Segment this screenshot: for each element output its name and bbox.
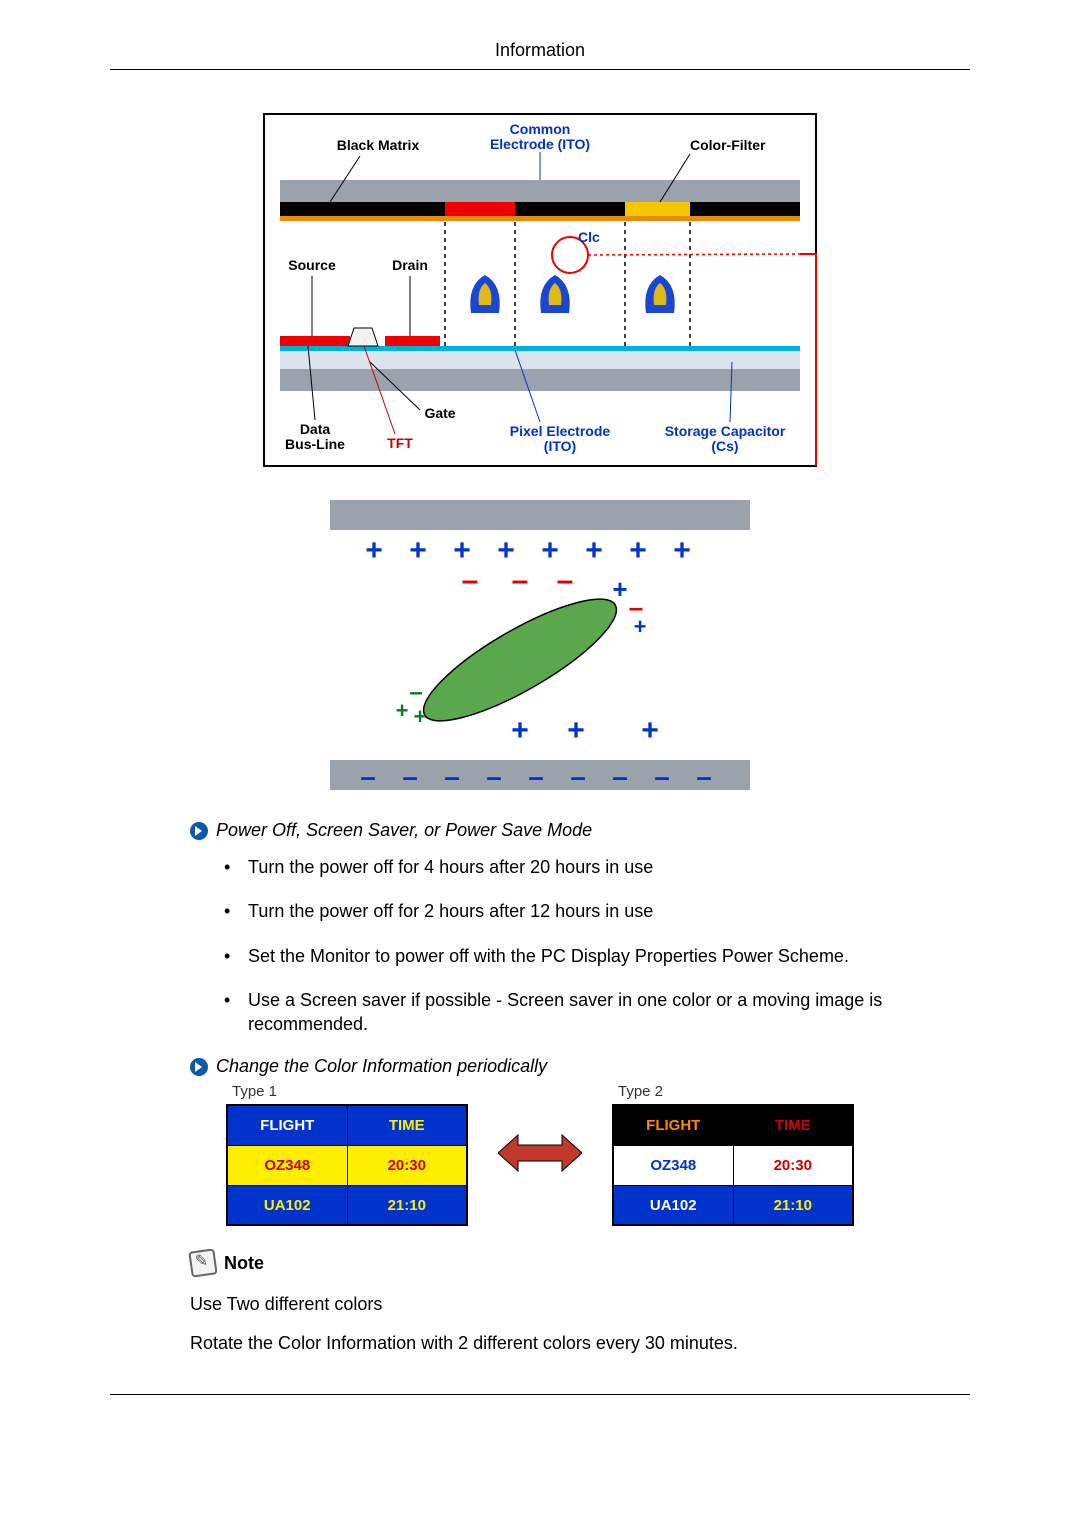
arrow-right-icon <box>190 822 208 840</box>
svg-text:+: + <box>497 534 515 567</box>
type1-label: Type 1 <box>232 1083 468 1100</box>
list-item: Use a Screen saver if possible - Screen … <box>220 988 970 1037</box>
svg-text:+: + <box>396 698 409 723</box>
arrow-right-icon <box>190 1058 208 1076</box>
table-cell: FLIGHT <box>227 1105 347 1145</box>
list-item: Set the Monitor to power off with the PC… <box>220 944 970 968</box>
note-icon <box>188 1249 217 1278</box>
page-header: Information <box>110 40 970 70</box>
svg-text:(Cs): (Cs) <box>711 438 738 454</box>
svg-text:Black Matrix: Black Matrix <box>337 137 420 153</box>
section-power-heading: Power Off, Screen Saver, or Power Save M… <box>190 820 970 841</box>
svg-text:Pixel Electrode: Pixel Electrode <box>510 423 611 439</box>
svg-text:(ITO): (ITO) <box>544 438 576 454</box>
section-color-heading: Change the Color Information periodicall… <box>190 1056 970 1077</box>
svg-text:–: – <box>360 761 376 792</box>
svg-text:+: + <box>612 574 627 604</box>
table-cell: 20:30 <box>733 1145 853 1185</box>
svg-text:–: – <box>486 761 502 792</box>
svg-text:+: + <box>673 534 691 567</box>
svg-text:Gate: Gate <box>424 405 455 421</box>
section-power-title: Power Off, Screen Saver, or Power Save M… <box>216 820 592 841</box>
type1-table: FLIGHTTIMEOZ34820:30UA10221:10 <box>226 1104 468 1226</box>
svg-text:Drain: Drain <box>392 257 428 273</box>
svg-text:Storage Capacitor: Storage Capacitor <box>665 423 786 439</box>
svg-text:Color-Filter: Color-Filter <box>690 137 766 153</box>
svg-text:+: + <box>409 534 427 567</box>
list-item: Turn the power off for 4 hours after 20 … <box>220 855 970 879</box>
svg-text:+: + <box>567 714 585 747</box>
table-cell: TIME <box>733 1105 853 1145</box>
svg-text:–: – <box>696 761 712 792</box>
svg-text:+: + <box>641 714 659 747</box>
svg-text:–: – <box>402 761 418 792</box>
section-color-title: Change the Color Information periodicall… <box>216 1056 547 1077</box>
table-cell: 21:10 <box>733 1185 853 1225</box>
svg-text:–: – <box>512 564 529 597</box>
svg-text:–: – <box>654 761 670 792</box>
svg-text:+: + <box>634 614 647 639</box>
svg-text:–: – <box>409 679 422 706</box>
svg-text:–: – <box>444 761 460 792</box>
type2-table: FLIGHTTIMEOZ34820:30UA10221:10 <box>612 1104 854 1226</box>
note-heading: Note <box>190 1250 970 1276</box>
swap-arrow-icon <box>498 1129 582 1177</box>
table-cell: OZ348 <box>613 1145 733 1185</box>
color-swap-tables: Type 1 FLIGHTTIMEOZ34820:30UA10221:10 Ty… <box>110 1083 970 1226</box>
power-bullet-list: Turn the power off for 4 hours after 20 … <box>220 855 970 1036</box>
list-item: Turn the power off for 2 hours after 12 … <box>220 899 970 923</box>
svg-text:+: + <box>511 714 529 747</box>
table-cell: UA102 <box>227 1185 347 1225</box>
svg-text:Common: Common <box>510 121 571 137</box>
svg-text:+: + <box>453 534 471 567</box>
table-cell: FLIGHT <box>613 1105 733 1145</box>
svg-text:–: – <box>557 564 574 597</box>
svg-text:+: + <box>365 534 383 567</box>
svg-text:Electrode (ITO): Electrode (ITO) <box>490 136 590 152</box>
note-line-2: Rotate the Color Information with 2 diff… <box>190 1333 970 1354</box>
table-cell: UA102 <box>613 1185 733 1225</box>
svg-text:Source: Source <box>288 257 336 273</box>
note-label: Note <box>224 1253 264 1274</box>
table-cell: OZ348 <box>227 1145 347 1185</box>
svg-text:–: – <box>612 761 628 792</box>
svg-text:+: + <box>414 704 427 729</box>
type2-label: Type 2 <box>618 1083 854 1100</box>
svg-text:–: – <box>570 761 586 792</box>
svg-text:TFT: TFT <box>387 435 413 451</box>
svg-text:Bus-Line: Bus-Line <box>285 436 345 452</box>
svg-text:+: + <box>541 534 559 567</box>
svg-text:+: + <box>585 534 603 567</box>
tft-cross-section-diagram: CommonElectrode (ITO) Black Matrix Color-F… <box>260 110 820 470</box>
svg-text:–: – <box>528 761 544 792</box>
table-cell: 20:30 <box>347 1145 467 1185</box>
svg-text:–: – <box>462 564 479 597</box>
table-cell: 21:10 <box>347 1185 467 1225</box>
table-cell: TIME <box>347 1105 467 1145</box>
svg-text:Clc: Clc <box>578 229 600 245</box>
svg-text:+: + <box>629 534 647 567</box>
footer-divider <box>110 1394 970 1395</box>
svg-text:Data: Data <box>300 421 331 437</box>
lc-molecule-diagram: ++++++++–––+–+–+++++––––––––– <box>320 490 760 800</box>
note-line-1: Use Two different colors <box>190 1294 970 1315</box>
